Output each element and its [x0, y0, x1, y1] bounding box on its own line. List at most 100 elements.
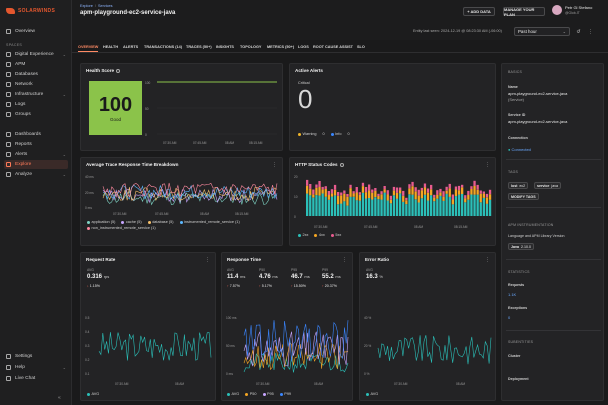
tab-logs[interactable]: LOGS — [298, 45, 309, 49]
avg-label: AVG — [227, 268, 234, 272]
brand-logo[interactable]: SOLARWINDS — [6, 8, 55, 14]
legend-item[interactable]: non_instrumented_remote_service (1) — [87, 226, 156, 230]
info-icon[interactable] — [116, 68, 121, 73]
http-bar-2xx — [352, 196, 355, 216]
avatar[interactable] — [552, 5, 562, 15]
legend-item[interactable]: AVG — [227, 392, 239, 396]
sidebar-item-infrastructure[interactable]: Infrastructure ⌄ — [4, 90, 68, 99]
sidebar-item-databases[interactable]: Databases — [4, 70, 68, 79]
sidebar-item-help[interactable]: Help ⌄ — [4, 363, 68, 372]
http-bar-2xx — [476, 194, 479, 216]
more-options-icon[interactable]: ⋮ — [205, 257, 210, 263]
requests-value[interactable]: 1.1K — [508, 292, 517, 297]
legend-item[interactable]: 2xx — [298, 233, 308, 237]
sidebar-item-groups[interactable]: Groups — [4, 110, 68, 119]
check-circle-icon: ● — [508, 147, 511, 152]
sidebar-item-explore[interactable]: Explore — [4, 160, 68, 169]
request-rate-series — [98, 332, 212, 361]
x-tick: 08:15 AM — [454, 225, 468, 229]
breadcrumb-explore[interactable]: Explore — [80, 4, 93, 8]
info-item[interactable]: Info — [330, 132, 341, 136]
more-options-icon[interactable]: ⋮ — [485, 257, 490, 263]
tab-health[interactable]: HEALTH — [103, 45, 119, 49]
legend-item[interactable]: instrumented_remote_service (1) — [179, 220, 240, 224]
analyze-icon — [6, 172, 11, 177]
sidebar-item-logs[interactable]: Logs — [4, 100, 68, 109]
home-icon — [6, 29, 11, 34]
modify-tags-button[interactable]: MODIFY TAGS — [508, 193, 539, 200]
legend-item[interactable]: P95 — [262, 392, 274, 396]
http-bar-2xx — [318, 195, 321, 216]
critical-count[interactable]: 0 — [298, 84, 313, 114]
history-icon[interactable]: ↺ — [576, 28, 581, 35]
info-icon[interactable] — [339, 162, 344, 167]
request-rate-unit: rps — [103, 274, 110, 279]
tab-metrics[interactable]: METRICS (50+) — [267, 45, 295, 49]
tab-slo[interactable]: SLO — [357, 45, 365, 49]
sidebar-item-dashboards[interactable]: Dashboards — [4, 130, 68, 139]
http-bar-5xx — [327, 191, 330, 195]
panel-title: Response Time — [227, 257, 261, 262]
warning-item[interactable]: Warning — [298, 132, 317, 136]
tab-insights[interactable]: INSIGHTS — [216, 45, 234, 49]
sidebar-item-settings[interactable]: Settings — [4, 352, 68, 361]
exceptions-value[interactable]: 0 — [508, 315, 511, 320]
x-tick: 07:30 AM — [113, 212, 127, 216]
http-bar-2xx — [423, 194, 427, 216]
sidebar-item-analyze[interactable]: Analyze ⌄ — [4, 170, 68, 179]
http-bar-4xx — [327, 194, 330, 200]
more-options-icon[interactable]: ⋮ — [588, 28, 593, 35]
http-bar-4xx — [330, 193, 334, 197]
http-bar-4xx — [485, 197, 489, 204]
sidebar-item-network[interactable]: Network — [4, 80, 68, 89]
legend-item[interactable]: 4xx — [314, 233, 325, 237]
request-rate-legend: AVG — [87, 392, 99, 396]
legend-item[interactable]: AVG — [366, 392, 378, 396]
collapse-sidebar-icon[interactable]: « — [58, 395, 61, 401]
sidebar-item-digital-experience[interactable]: Digital Experience ⌄ — [4, 50, 68, 59]
manage-plan-button[interactable]: MANAGE YOUR PLAN — [503, 7, 545, 17]
sidebar-item-live-chat[interactable]: Live Chat — [4, 374, 68, 383]
trace-breakdown-panel: Average Trace Response Time Breakdown ⋮ … — [80, 157, 283, 246]
sidebar-item-alerts[interactable]: Alerts ⌄ — [4, 150, 68, 159]
x-tick: 08 AM — [314, 382, 323, 386]
tag-chip[interactable]: lost ec2 — [508, 182, 529, 189]
legend-item[interactable]: AVG — [87, 392, 99, 396]
tab-transactions[interactable]: TRANSACTIONS (14) — [144, 45, 182, 49]
legend-item[interactable]: P50 — [245, 392, 257, 396]
legend-item[interactable]: 5xx — [330, 233, 341, 237]
breadcrumb-services[interactable]: Services — [97, 4, 113, 8]
arrow-up-icon: ↑ — [291, 284, 293, 288]
more-options-icon[interactable]: ⋮ — [342, 257, 347, 263]
http-bar-5xx — [414, 187, 417, 192]
brand-name: SOLARWINDS — [18, 8, 56, 14]
tab-alerts[interactable]: ALERTS — [123, 45, 139, 49]
time-range-select[interactable]: Past hour ⌄ — [514, 27, 570, 36]
sidebar-item-apm[interactable]: APM — [4, 60, 68, 69]
tab-topology[interactable]: TOPOLOGY — [240, 45, 262, 49]
more-options-icon[interactable]: ⋮ — [272, 162, 277, 168]
name-value: apm-playground-ec2-service-java — [508, 91, 568, 96]
legend-dot — [298, 233, 301, 237]
p99-unit: ms — [335, 274, 341, 279]
tab-overview[interactable]: OVERVIEW — [78, 45, 99, 49]
http-bar-4xx — [423, 187, 427, 195]
add-data-button[interactable]: + ADD DATA — [463, 7, 495, 16]
tab-root-cause-assist[interactable]: ROOT CAUSE ASSIST — [313, 45, 353, 49]
http-bar-4xx — [346, 196, 349, 206]
tag-chip[interactable]: service java — [534, 182, 561, 189]
legend-item[interactable]: cache (5) — [121, 220, 142, 224]
legend-item[interactable]: application (5) — [87, 220, 115, 224]
http-bar-5xx — [464, 195, 467, 199]
more-options-icon[interactable]: ⋮ — [485, 162, 490, 168]
user-name[interactable]: Petr Gl Stefano — [565, 5, 593, 10]
sidebar-item-reports[interactable]: Reports — [4, 140, 68, 149]
legend-item[interactable]: database (5) — [147, 220, 174, 224]
legend-label: P50 — [249, 392, 257, 396]
http-bar-4xx — [358, 194, 361, 201]
tab-traces[interactable]: TRACES (50+) — [186, 45, 212, 49]
legend-item[interactable]: P99 — [279, 392, 291, 396]
sidebar-item-overview[interactable]: Overview — [4, 27, 68, 36]
panel-title: Active Alerts — [295, 68, 323, 73]
http-bar-4xx — [454, 189, 458, 197]
